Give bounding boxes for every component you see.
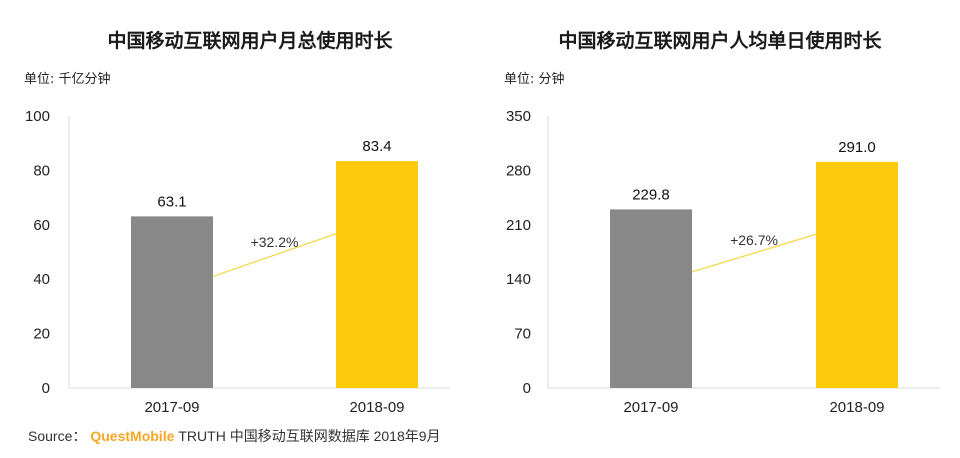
- right-chart-growth-label: +26.7%: [730, 232, 778, 248]
- right-chart-y-tick-label: 70: [514, 326, 531, 343]
- source-note: Source： QuestMobile TRUTH 中国移动互联网数据库 2018年…: [28, 426, 441, 446]
- left-chart-x-tick-label: 2017-09: [144, 399, 199, 416]
- left-chart-growth-label: +32.2%: [251, 234, 299, 250]
- left-chart-x-tick-label: 2018-09: [349, 399, 404, 416]
- right-chart-y-tick-label: 140: [506, 271, 531, 288]
- left-chart-bar-2018-09: [336, 161, 418, 388]
- right-chart-growth-line: [691, 233, 817, 273]
- left-chart-y-tick-label: 60: [33, 217, 50, 234]
- left-chart-y-tick-label: 40: [33, 271, 50, 288]
- source-text: TRUTH 中国移动互联网数据库 2018年9月: [178, 428, 441, 444]
- left-chart-y-tick-label: 100: [25, 108, 50, 125]
- right-chart-value-label: 229.8: [632, 186, 670, 203]
- questmobile-brand: QuestMobile: [90, 428, 175, 444]
- left-chart-title: 中国移动互联网用户月总使用时长: [107, 30, 393, 52]
- right-chart-title: 中国移动互联网用户人均单日使用时长: [558, 30, 882, 52]
- left-chart-value-label: 63.1: [157, 193, 186, 210]
- right-chart-value-label: 291.0: [838, 139, 876, 156]
- left-chart-growth-line: [212, 233, 337, 278]
- right-chart-x-tick-label: 2018-09: [829, 399, 884, 416]
- right-chart-y-tick-label: 280: [506, 162, 531, 179]
- left-chart-unit: 单位: 千亿分钟: [24, 72, 111, 87]
- right-chart-unit: 单位: 分钟: [504, 72, 565, 87]
- source-prefix: Source：: [28, 428, 87, 444]
- right-chart-y-tick-label: 0: [523, 380, 531, 397]
- left-chart-y-tick-label: 20: [33, 326, 50, 343]
- left-chart-y-tick-label: 80: [33, 162, 50, 179]
- right-chart-bar-2017-09: [610, 209, 692, 388]
- right-chart-y-tick-label: 210: [506, 217, 531, 234]
- left-chart-y-tick-label: 0: [42, 380, 50, 397]
- right-chart-y-tick-label: 350: [506, 108, 531, 125]
- left-chart-value-label: 83.4: [362, 138, 391, 155]
- right-chart-x-tick-label: 2017-09: [623, 399, 678, 416]
- left-chart-bar-2017-09: [131, 216, 213, 388]
- right-chart-bar-2018-09: [816, 161, 898, 388]
